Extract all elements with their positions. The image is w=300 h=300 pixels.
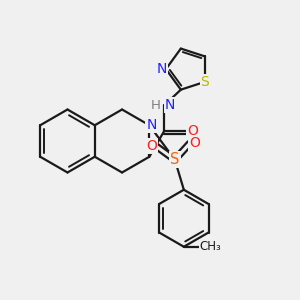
Text: S: S <box>170 152 179 167</box>
Text: O: O <box>146 139 157 153</box>
Text: S: S <box>201 75 209 89</box>
Text: N: N <box>156 62 167 76</box>
Text: H: H <box>151 99 161 112</box>
Text: N: N <box>165 98 175 112</box>
Text: N: N <box>146 118 157 132</box>
Text: O: O <box>189 136 200 150</box>
Text: O: O <box>187 124 198 138</box>
Text: CH₃: CH₃ <box>200 240 221 253</box>
